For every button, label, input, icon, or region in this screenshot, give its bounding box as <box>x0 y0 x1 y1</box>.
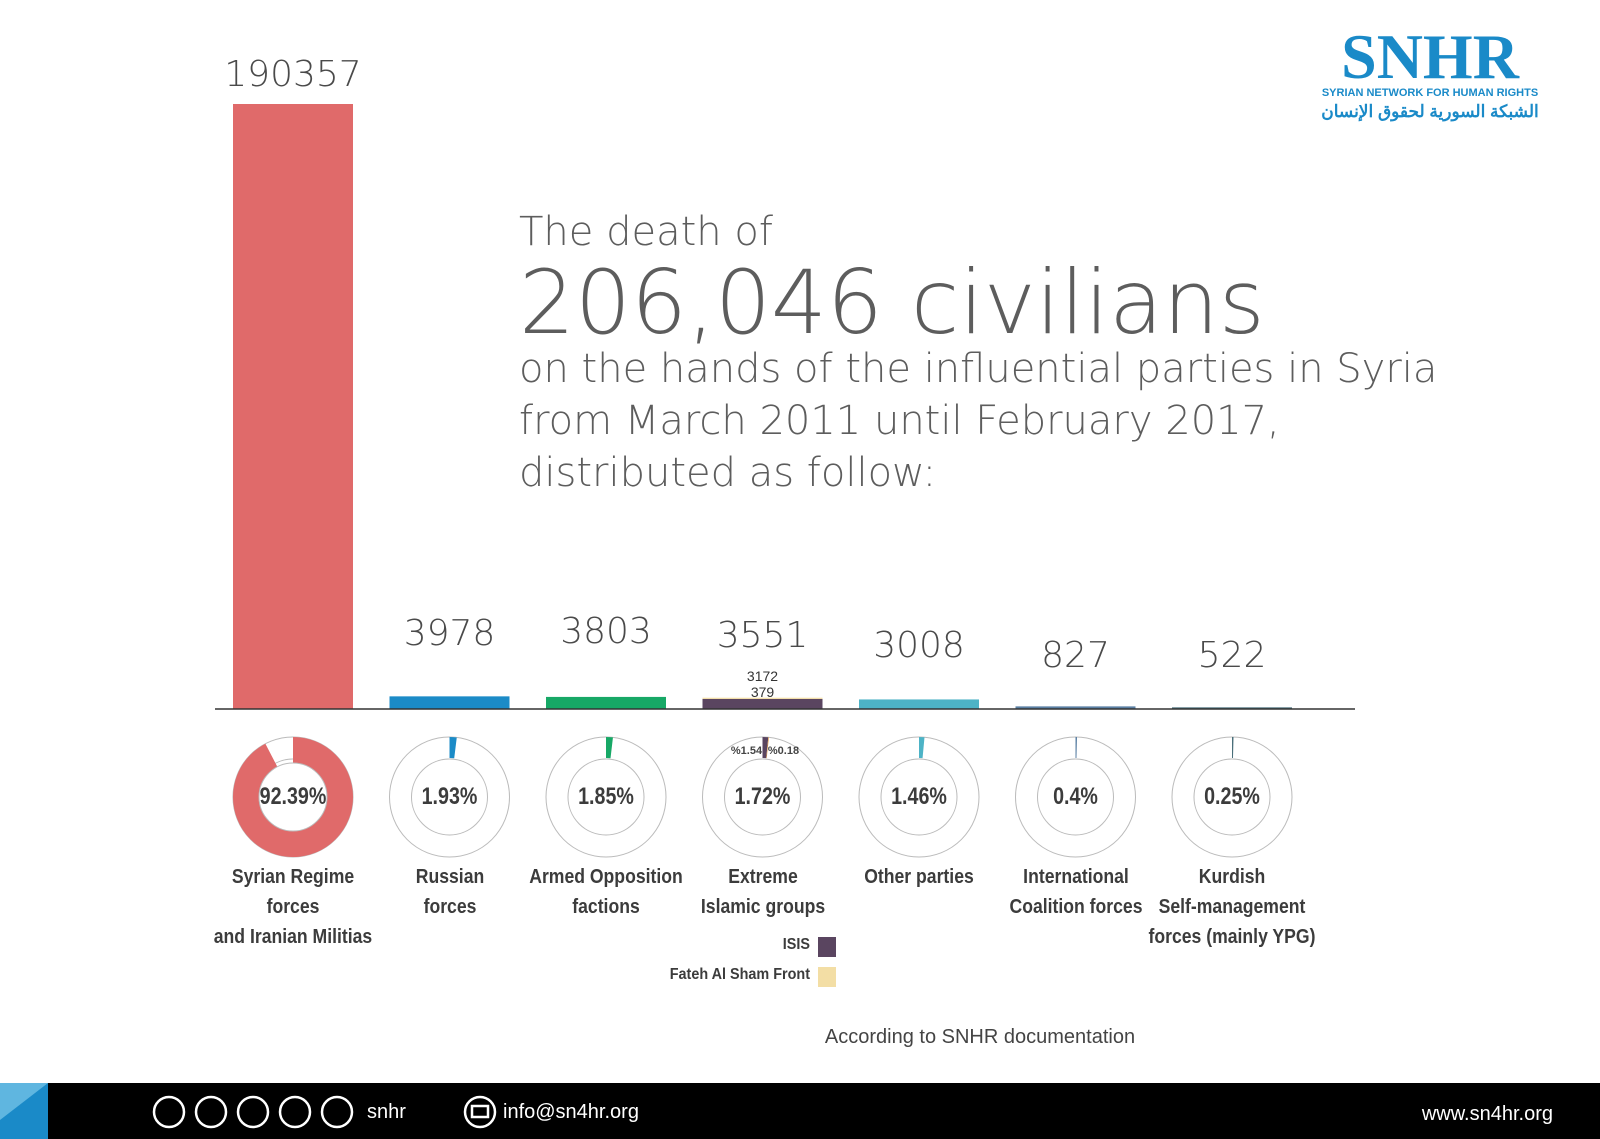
intro: The death of <box>519 209 773 255</box>
percent-label: 0.25% <box>1204 782 1260 809</box>
bar <box>233 104 353 709</box>
donut-outline <box>1193 758 1271 836</box>
donut-hole <box>258 762 328 832</box>
header-line: distributed as follow: <box>519 450 936 496</box>
value-label: 3008 <box>873 625 965 666</box>
category-label: Armed Opposition factions <box>529 866 683 918</box>
header-line: on the hands of the influential parties … <box>519 346 1437 392</box>
donut-outline <box>411 758 488 836</box>
website: www.sn4hr.org <box>1421 1103 1553 1125</box>
percent-label: 92.39% <box>260 782 327 809</box>
segment-label: 379 <box>751 684 775 700</box>
percent-label: 1.46% <box>891 782 947 809</box>
legend-swatch <box>818 967 836 987</box>
donut-arc <box>232 737 353 857</box>
value-label: 3551 <box>717 615 809 656</box>
donut-arc <box>606 737 613 759</box>
donut-outline <box>724 758 801 836</box>
donut-outline <box>567 758 645 836</box>
category-label: Kurdish Self-management forces (mainly Y… <box>1148 866 1316 948</box>
donut-arc <box>1232 737 1234 759</box>
segment-percent: %1.54 <box>731 745 763 757</box>
category-label: International Coalition forces <box>1008 866 1142 918</box>
social-handle: snhr <box>367 1101 406 1123</box>
percent-label: 1.93% <box>422 782 478 809</box>
bar <box>859 699 979 709</box>
donut-arc <box>1075 737 1078 759</box>
category-label: Russian forces <box>415 866 484 918</box>
percent-label: 1.72% <box>735 782 791 809</box>
category-label: Extreme Islamic groups <box>700 866 825 918</box>
donut-arc <box>919 737 925 759</box>
legend-swatch <box>818 937 836 957</box>
email: info@sn4hr.org <box>503 1101 639 1123</box>
value-label: 522 <box>1198 635 1267 676</box>
donut-arc <box>449 737 457 759</box>
value-label: 3803 <box>560 611 652 652</box>
bar <box>546 696 666 709</box>
segment-label: 3172 <box>747 668 778 684</box>
bar-segment <box>702 697 823 699</box>
donut-outline <box>1037 758 1114 836</box>
header-line: from March 2011 until February 2017, <box>519 398 1280 444</box>
bar <box>1015 706 1136 709</box>
value-label: 3978 <box>404 613 496 654</box>
value-label: 827 <box>1041 635 1110 676</box>
donut-arc <box>766 737 769 759</box>
percent-label: 1.85% <box>578 782 634 809</box>
bar <box>1172 707 1292 709</box>
legend-label: ISIS <box>782 936 810 953</box>
logo-name: SNHR <box>1341 21 1520 92</box>
footer-accent <box>0 1083 48 1120</box>
percent-label: 0.4% <box>1053 782 1098 809</box>
segment-percent: %0.18 <box>768 745 799 757</box>
bar-segment <box>702 698 823 709</box>
legend-label: Fateh Al Sham Front <box>669 966 810 983</box>
donut-outline <box>880 758 958 836</box>
headline: 206,046 civilians <box>519 251 1265 354</box>
category-label: Syrian Regime forces and Iranian Militia… <box>213 866 373 948</box>
logo-english: SYRIAN NETWORK FOR HUMAN RIGHTS <box>1322 87 1538 99</box>
footer-bar <box>0 1083 1600 1139</box>
value-label: 190357 <box>224 54 361 95</box>
category-label: Other parties <box>864 866 974 888</box>
logo-arabic: الشبكة السورية لحقوق الإنسان <box>1321 102 1538 122</box>
social-icons <box>152 1095 497 1129</box>
donut-arc <box>762 737 769 759</box>
source-note: According to SNHR documentation <box>825 1026 1135 1048</box>
bar <box>389 696 510 709</box>
